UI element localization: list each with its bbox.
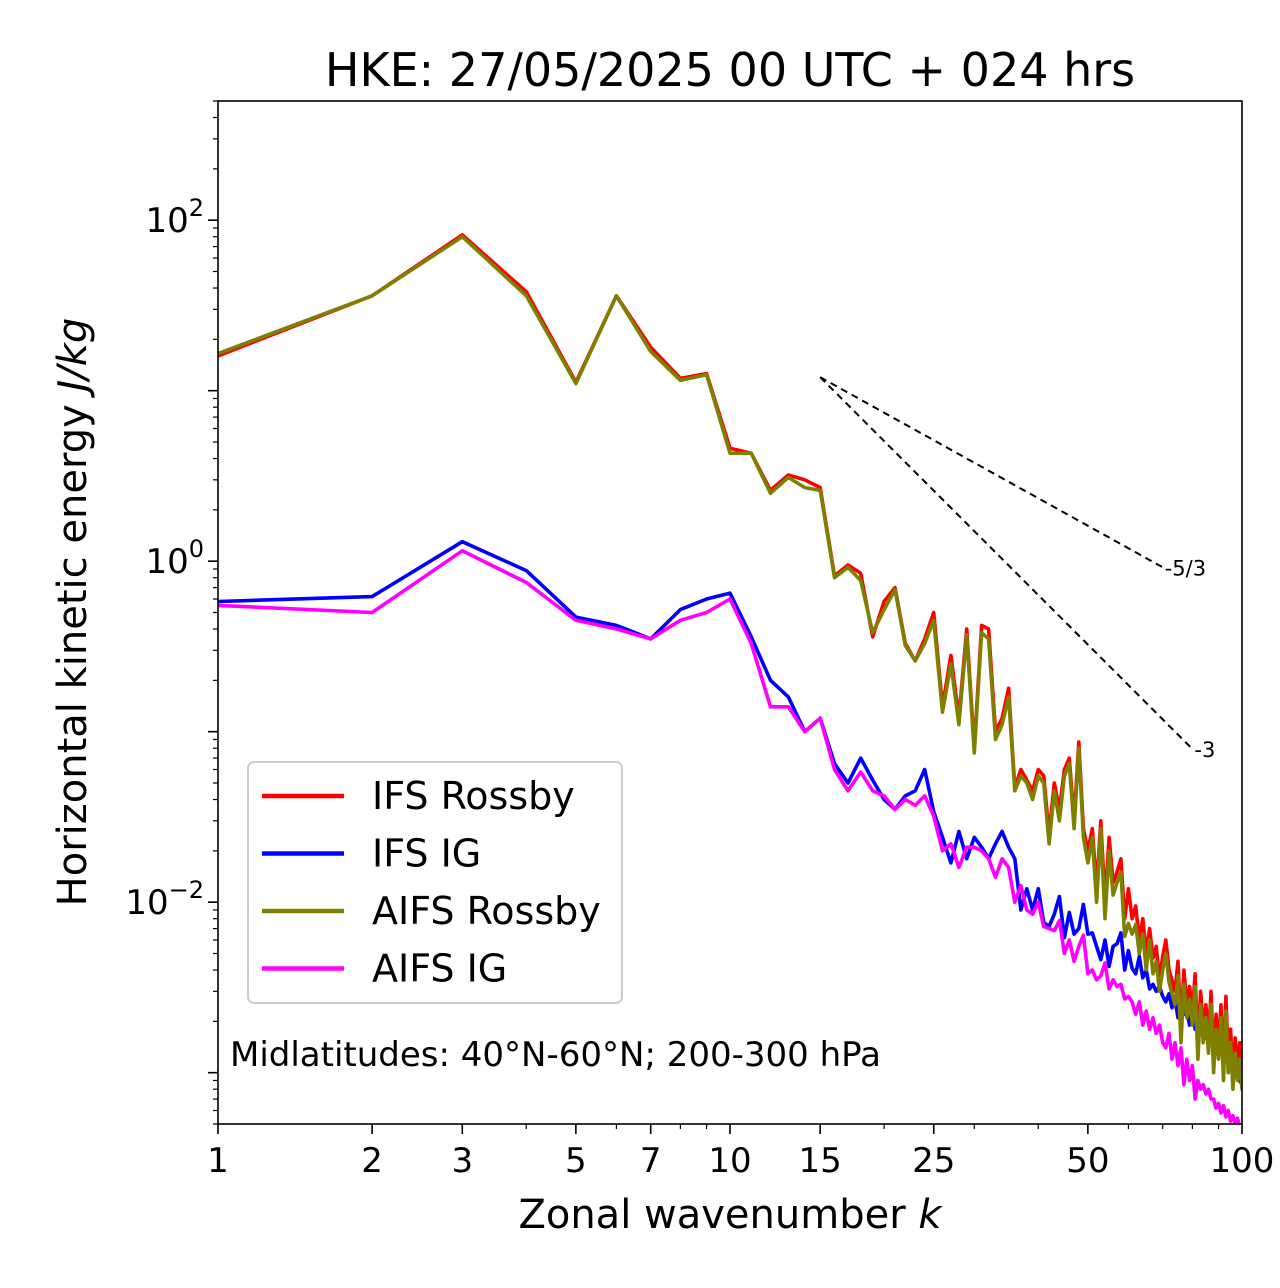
y-axis-label-unit: J/kg (50, 318, 96, 399)
y-axis-label: Horizontal kinetic energy J/kg (50, 318, 96, 907)
x-tick-label: 10 (708, 1141, 751, 1181)
x-tick-label: 1 (207, 1141, 229, 1181)
x-tick-label: 25 (912, 1141, 955, 1181)
slope-label: -3 (1194, 738, 1215, 762)
x-tick-label: 2 (361, 1141, 383, 1181)
y-tick-label: 100 (145, 535, 204, 582)
axis-ticks: 1 2 3 5 7 10 15 25 50 100 102 100 10−2 (125, 100, 1275, 1181)
slope-line (819, 376, 1194, 750)
legend-label: AIFS Rossby (372, 889, 601, 933)
reference-slopes: -5/3 -3 (819, 376, 1215, 762)
legend-label: AIFS IG (372, 947, 507, 991)
x-tick-label: 7 (640, 1141, 662, 1181)
legend-label: IFS IG (372, 832, 481, 876)
x-tick-label: 100 (1210, 1141, 1275, 1181)
series-line (218, 234, 1242, 1091)
y-tick-label: 10−2 (125, 876, 204, 923)
x-axis-label-text: Zonal wavenumber (518, 1192, 918, 1238)
x-tick-label: 15 (799, 1141, 842, 1181)
y-axis-label-text: Horizontal kinetic energy (50, 392, 96, 907)
y-tick-label: 102 (145, 194, 204, 241)
legend-label: IFS Rossby (372, 774, 575, 818)
series-lines (218, 233, 1242, 1124)
region-annotation: Midlatitudes: 40°N-60°N; 200-300 hPa (230, 1035, 881, 1075)
x-tick-label: 3 (451, 1141, 473, 1181)
legend: IFS Rossby IFS IG AIFS Rossby AIFS IG (247, 761, 623, 1004)
x-tick-label: 5 (565, 1141, 587, 1181)
x-tick-label: 50 (1066, 1141, 1109, 1181)
x-axis-label-variable: k (918, 1192, 943, 1238)
series-line (218, 548, 1241, 1124)
slope-label: -5/3 (1165, 556, 1206, 580)
plot-frame (217, 100, 1243, 1125)
x-axis-label: Zonal wavenumber k (518, 1192, 943, 1238)
chart-title: HKE: 27/05/2025 00 UTC + 024 hrs (325, 43, 1135, 97)
slope-line (819, 376, 1164, 569)
legend-box (247, 761, 623, 1004)
